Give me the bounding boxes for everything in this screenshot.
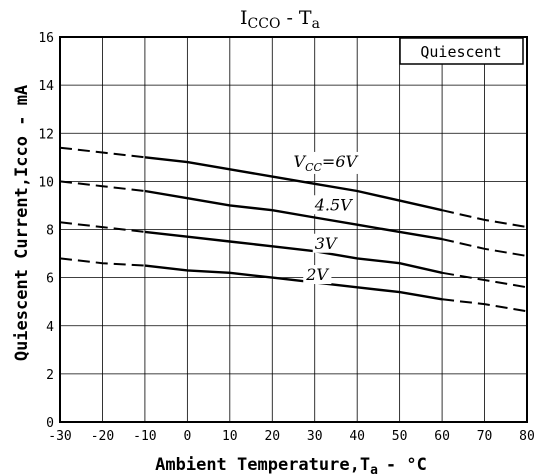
y-tick-label: 2 bbox=[46, 368, 54, 383]
x-tick-label: 30 bbox=[307, 429, 323, 444]
series-3V: 3V bbox=[59, 221, 528, 289]
series-line-dashed-right bbox=[441, 271, 528, 289]
x-axis-label: Ambient Temperature,Ta - °C bbox=[155, 455, 427, 475]
series-line-dashed-right bbox=[441, 209, 528, 229]
series-4.5V: 4.5V bbox=[59, 180, 528, 257]
plot-frame bbox=[59, 36, 528, 423]
y-tick-label: 4 bbox=[46, 320, 54, 335]
annotation-text: Quiescent bbox=[420, 43, 501, 61]
series-line-dashed-left bbox=[59, 257, 145, 267]
y-tick-label: 0 bbox=[46, 416, 54, 431]
y-tick-label: 10 bbox=[38, 175, 54, 190]
series-label: VCC=6V bbox=[294, 152, 359, 174]
series-line-dashed-left bbox=[59, 180, 146, 192]
chart-title: ICCO - Ta bbox=[240, 7, 320, 32]
series-line-dashed-right bbox=[441, 238, 528, 257]
series-label-background bbox=[312, 233, 340, 253]
series-2V: 2V bbox=[59, 257, 528, 313]
series-label-background bbox=[303, 265, 332, 285]
x-tick-label: 10 bbox=[222, 429, 238, 444]
x-tick-label: -30 bbox=[48, 429, 71, 444]
x-tick-label: -20 bbox=[91, 429, 114, 444]
series-label: 4.5V bbox=[314, 195, 353, 214]
series-line-solid bbox=[144, 156, 443, 212]
series-layer: VCC=6V 4.5V 3V 2V bbox=[59, 146, 528, 313]
series-line-solid bbox=[144, 189, 443, 241]
series-VCC=6V: VCC=6V bbox=[59, 146, 528, 229]
series-line-dashed-left bbox=[59, 146, 146, 159]
y-tick-label: 12 bbox=[38, 127, 54, 142]
x-tick-label: -10 bbox=[133, 429, 156, 444]
series-line-solid bbox=[144, 230, 443, 274]
x-tick-label: 80 bbox=[519, 429, 535, 444]
y-tick-label: 6 bbox=[46, 272, 54, 287]
series-line-solid bbox=[144, 264, 443, 301]
series-label: 3V bbox=[315, 234, 338, 253]
series-label-background bbox=[311, 195, 356, 215]
series-line-dashed-right bbox=[441, 298, 528, 313]
x-tick-label: 40 bbox=[349, 429, 365, 444]
series-line-dashed-left bbox=[59, 221, 146, 233]
quiescent-annotation: Quiescent bbox=[399, 37, 524, 65]
x-tick-label: 70 bbox=[477, 429, 493, 444]
y-tick-label: 14 bbox=[38, 79, 54, 94]
x-tick-label: 60 bbox=[434, 429, 450, 444]
y-tick-label: 8 bbox=[46, 224, 54, 239]
series-label-background bbox=[291, 151, 361, 174]
x-tick-label: 20 bbox=[264, 429, 280, 444]
x-tick-label: 50 bbox=[392, 429, 408, 444]
y-tick-label: 16 bbox=[38, 31, 54, 46]
x-tick-label: 0 bbox=[183, 429, 191, 444]
series-label: 2V bbox=[305, 265, 329, 284]
grid bbox=[59, 36, 528, 423]
tick-labels: -30 -20 -10 0 10 20 30 40 50 60 70 80 0 2 4 6 8 10 12 14 16 bbox=[38, 31, 534, 444]
y-axis-label: Quiescent Current,Icco - mA bbox=[12, 85, 32, 361]
